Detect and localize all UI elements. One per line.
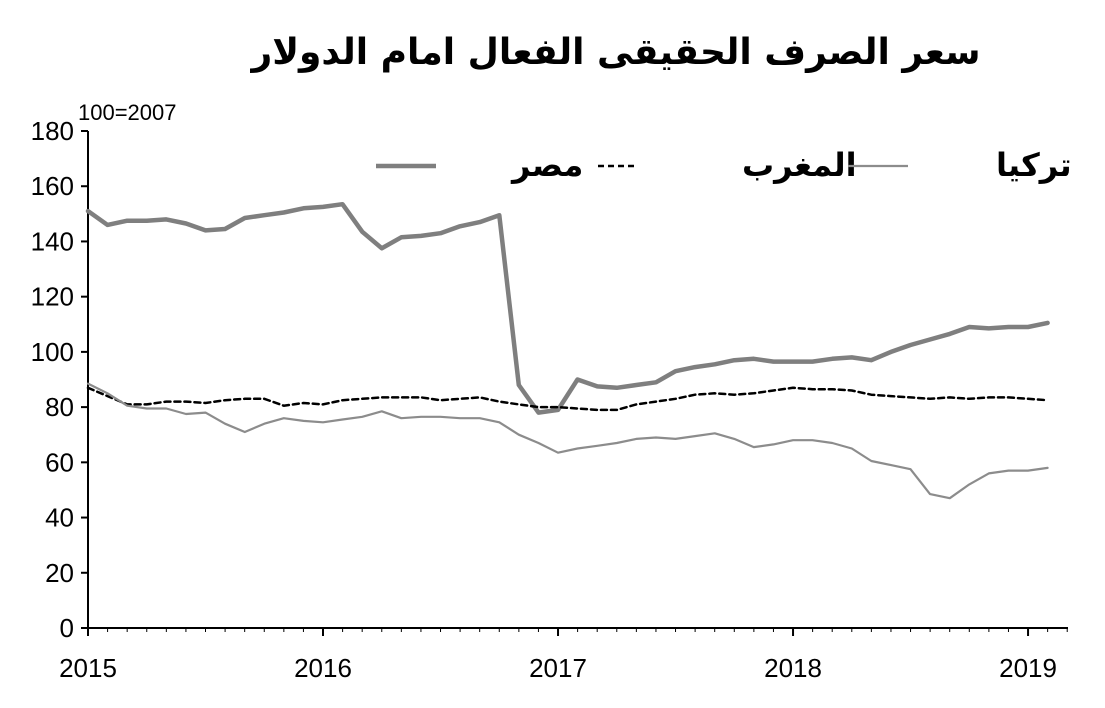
y-tick-label: 120: [31, 282, 74, 312]
x-tick-label: 2017: [529, 653, 587, 683]
x-axis-ticks: 2015 2016 2017 2018 2019: [59, 628, 1068, 683]
y-tick-label: 40: [45, 503, 74, 533]
y-tick-label: 100: [31, 337, 74, 367]
x-tick-label: 2018: [764, 653, 822, 683]
legend-label-0: مصر: [510, 146, 583, 184]
series-line-0: [85, 201, 1050, 415]
y-tick-label: 160: [31, 171, 74, 201]
y-tick-label: 180: [31, 116, 74, 146]
x-tick-label: 2019: [999, 653, 1057, 683]
chart-title: سعر الصرف الحقيقى الفعال امام الدولار: [250, 32, 981, 73]
series-line-1: [86, 386, 1049, 412]
legend: مصر المغرب تركيا: [376, 146, 1072, 184]
y-tick-label: 0: [60, 613, 74, 643]
x-tick-label: 2016: [294, 653, 352, 683]
y-tick-label: 20: [45, 558, 74, 588]
legend-label-1: المغرب: [742, 146, 857, 184]
y-tick-label: 80: [45, 392, 74, 422]
y-tick-label: 140: [31, 226, 74, 256]
unit-label: 100=2007: [78, 100, 177, 125]
legend-label-2: تركيا: [996, 146, 1072, 184]
y-tick-label: 60: [45, 447, 74, 477]
y-axis-ticks: 0 20 40 60 80 100 120 140 160 180: [31, 116, 88, 643]
series-lines: [85, 201, 1050, 500]
series-line-2: [86, 382, 1049, 500]
x-tick-label: 2015: [59, 653, 117, 683]
